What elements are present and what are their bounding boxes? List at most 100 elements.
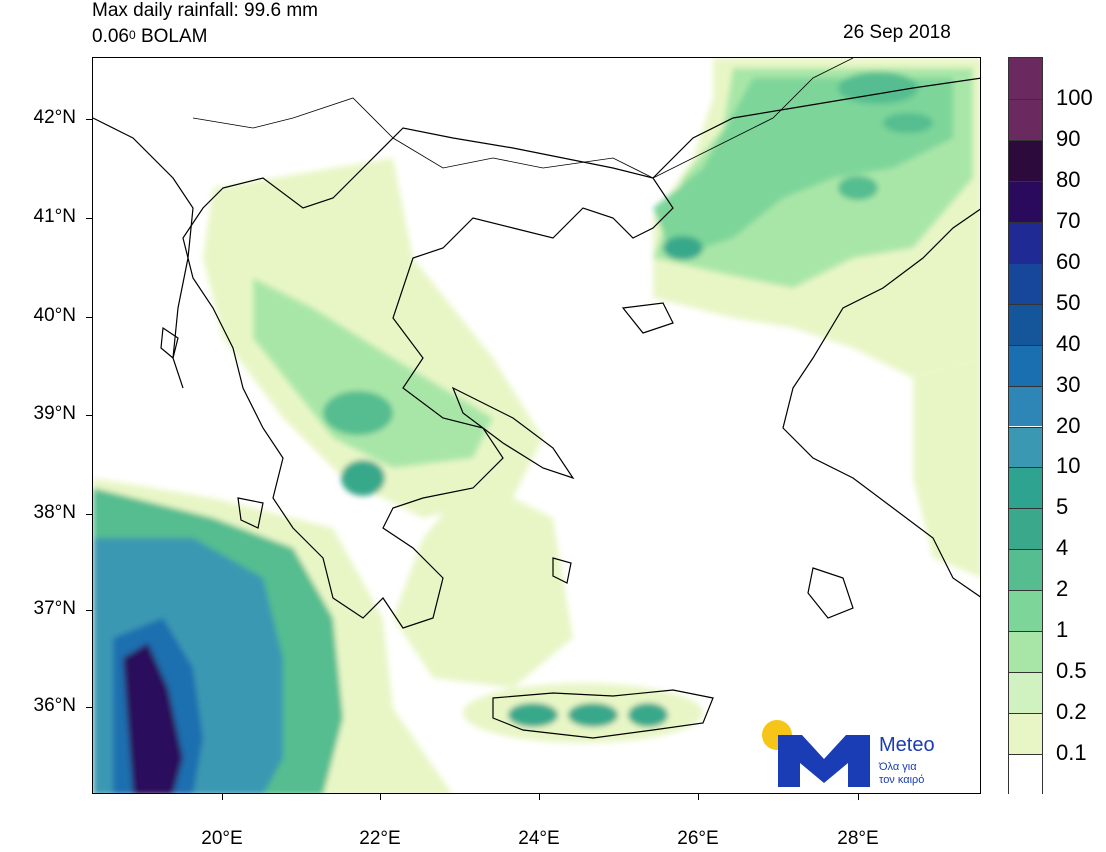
meteo-logo: Meteo Όλα για τον καιρό (762, 720, 972, 790)
colorbar-label: 0.2 (1056, 699, 1087, 725)
colorbar-swatch (1009, 631, 1042, 673)
lat-tick (86, 610, 92, 611)
colorbar-label: 1 (1056, 617, 1069, 643)
colorbar-swatch (1009, 98, 1042, 140)
colorbar-label: 80 (1056, 166, 1081, 192)
colorbar-swatch (1009, 549, 1042, 591)
rainfall-colorbar (1008, 57, 1043, 795)
rain-cell-thessaly (323, 391, 393, 435)
colorbar-label: 0.1 (1056, 740, 1087, 766)
rainfall-field (93, 58, 980, 793)
coast-evia (451, 386, 575, 480)
lon-label-26: 26°E (677, 828, 719, 849)
lat-label-37: 37°N (33, 598, 76, 619)
map-title: Max daily rainfall: 99.6 mm (92, 0, 318, 21)
rain-cell-ne2 (663, 236, 703, 260)
lat-tick (86, 317, 92, 318)
colorbar-swatch (1009, 180, 1042, 222)
lat-label-40: 40°N (33, 305, 76, 326)
colorbar-swatch (1009, 139, 1042, 181)
colorbar-swatch (1009, 385, 1042, 427)
model-name: BOLAM (135, 26, 208, 47)
lat-label-36: 36°N (33, 695, 76, 716)
colorbar-swatch (1009, 426, 1042, 468)
country-borders (192, 58, 854, 179)
rain-area-central-core (253, 278, 493, 468)
coast-kefalonia (237, 497, 264, 529)
colorbar-swatch (1009, 221, 1042, 263)
colorbar-swatch (1009, 590, 1042, 632)
coast-kerkyra (160, 326, 179, 360)
coast-crete (492, 689, 714, 739)
lon-tick (539, 794, 540, 800)
lat-label-39: 39°N (33, 403, 76, 424)
colorbar-swatch (1009, 672, 1042, 714)
coast-lesvos (621, 302, 674, 334)
lat-tick (86, 218, 92, 219)
rain-cell-ne1 (838, 72, 918, 104)
border-north (192, 97, 654, 179)
colorbar-swatch (1009, 344, 1042, 386)
lon-label-22: 22°E (359, 828, 401, 849)
coast-rhodes (807, 567, 854, 619)
colorbar-label: 60 (1056, 248, 1081, 274)
lon-tick (698, 794, 699, 800)
lat-tick (86, 415, 92, 416)
colorbar-swatch (1009, 262, 1042, 304)
border-bulgaria-turkey (652, 58, 854, 179)
rainfall-map (92, 57, 981, 794)
coast-naxos (552, 557, 572, 584)
logo-tagline-line2: τον καιρό (879, 774, 925, 786)
rain-cell-ne4 (883, 113, 933, 133)
colorbar-label: 20 (1056, 412, 1081, 438)
rain-area-northeast-core (653, 78, 953, 258)
model-label: 0.060 BOLAM (92, 26, 207, 48)
colorbar-label: 5 (1056, 494, 1069, 520)
colorbar-label: 90 (1056, 125, 1081, 151)
coast-turkey-west (652, 77, 980, 598)
coast-albania (93, 117, 194, 389)
colorbar-swatch (1009, 467, 1042, 509)
colorbar-label: 10 (1056, 453, 1081, 479)
forecast-date: 26 Sep 2018 (843, 22, 951, 43)
rain-cell-crete2 (568, 703, 618, 727)
coastlines (93, 77, 980, 739)
lon-tick (222, 794, 223, 800)
rain-cell-ne3 (838, 176, 878, 200)
coast-greece-mainland (182, 127, 674, 629)
colorbar-swatch (1009, 713, 1042, 755)
colorbar-swatch (1009, 754, 1042, 795)
rain-area-ionian-max (123, 643, 183, 793)
resolution-value: 0.06 (92, 26, 129, 47)
logo-name: Meteo (879, 734, 935, 756)
lon-label-20: 20°E (201, 828, 243, 849)
colorbar-swatch (1009, 58, 1042, 99)
lon-label-28: 28°E (837, 828, 879, 849)
lat-label-41: 41°N (33, 206, 76, 227)
rain-area-south-aegean (393, 478, 573, 688)
lon-label-24: 24°E (518, 828, 560, 849)
rain-cell-crete3 (628, 703, 668, 727)
logo-tagline-line1: Όλα για (879, 761, 917, 773)
colorbar-swatch (1009, 303, 1042, 345)
logo-tagline: Όλα για τον καιρό (879, 761, 924, 787)
lon-tick (858, 794, 859, 800)
colorbar-label: 50 (1056, 289, 1081, 315)
colorbar-label: 4 (1056, 535, 1069, 561)
rain-area-east-aegean (913, 358, 980, 578)
lat-tick (86, 119, 92, 120)
colorbar-label: 30 (1056, 371, 1081, 397)
lat-tick (86, 514, 92, 515)
rainfall-map-svg (93, 58, 980, 793)
lat-label-42: 42°N (33, 107, 76, 128)
rain-cell-aitolia (341, 460, 385, 496)
meteo-m-icon (778, 735, 870, 787)
rain-cell-crete1 (508, 703, 558, 727)
degree-superscript: 0 (128, 28, 136, 42)
lat-tick (86, 707, 92, 708)
lon-tick (380, 794, 381, 800)
colorbar-label: 40 (1056, 330, 1081, 356)
colorbar-label: 100 (1056, 84, 1093, 110)
colorbar-swatch (1009, 508, 1042, 550)
colorbar-label: 2 (1056, 576, 1069, 602)
